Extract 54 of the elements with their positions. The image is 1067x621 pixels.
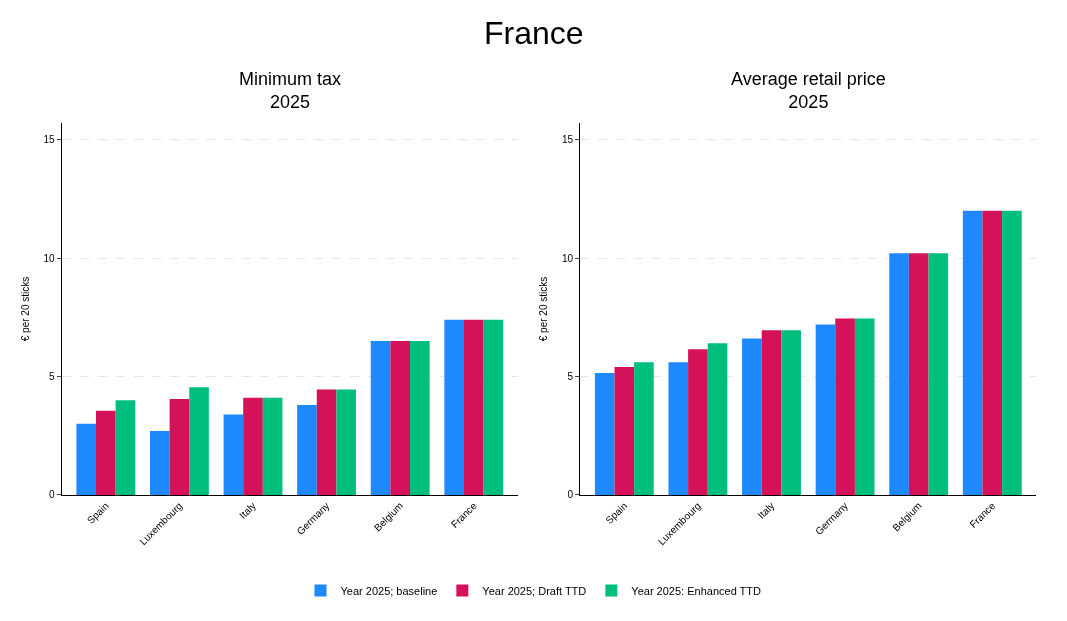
bar xyxy=(370,340,391,495)
y-tick-label: 0 xyxy=(49,489,56,501)
bar xyxy=(316,389,337,495)
x-tick-label: Italy xyxy=(755,500,777,521)
bar xyxy=(189,387,209,495)
bar xyxy=(594,372,615,495)
bar xyxy=(262,397,283,495)
bar xyxy=(707,343,728,495)
bar xyxy=(1002,210,1022,495)
y-tick-label: 15 xyxy=(562,134,574,146)
bar xyxy=(982,210,1003,495)
bar xyxy=(115,400,136,495)
y-tick-label: 10 xyxy=(43,252,56,264)
bar xyxy=(614,367,635,495)
bar xyxy=(223,414,244,495)
bar xyxy=(483,319,504,495)
bar xyxy=(169,399,190,495)
y-tick-label: 5 xyxy=(49,370,56,382)
text: France xyxy=(484,15,584,51)
legend-label: Year 2025; baseline xyxy=(340,584,438,597)
legend-label: Year 2025; Draft TTD xyxy=(482,584,587,597)
y-axis-title: € per 20 sticks xyxy=(538,276,550,342)
y-axis-title: € per 20 sticks xyxy=(19,276,31,342)
y-tick-label: 10 xyxy=(562,252,574,264)
y-tick-label: 15 xyxy=(43,134,56,146)
bar xyxy=(889,253,909,495)
chart-title: Minimum tax 2025 xyxy=(239,69,342,113)
bar xyxy=(390,340,411,495)
bar xyxy=(96,410,116,495)
chart-title: Average retail price 2025 xyxy=(731,69,886,113)
bar xyxy=(742,338,762,495)
x-tick-label: Italy xyxy=(237,500,258,521)
bar xyxy=(463,319,484,495)
bar xyxy=(761,330,782,495)
bar xyxy=(962,210,983,495)
bar xyxy=(149,430,170,495)
y-tick-label: 5 xyxy=(567,370,574,382)
bar xyxy=(410,340,430,495)
bar xyxy=(928,253,949,495)
y-tick-label: 0 xyxy=(567,489,574,501)
bar xyxy=(815,324,836,495)
legend-label: Year 2025: Enhanced TTD xyxy=(631,584,762,597)
bar xyxy=(634,362,654,495)
bar xyxy=(336,389,357,495)
bar xyxy=(668,362,689,495)
bar xyxy=(835,318,855,495)
bar xyxy=(688,349,708,495)
bar xyxy=(243,397,263,495)
bar xyxy=(781,330,801,495)
bar xyxy=(908,253,929,495)
bar xyxy=(297,404,317,495)
bar xyxy=(444,319,464,495)
bar xyxy=(854,318,875,495)
bar xyxy=(76,423,97,495)
